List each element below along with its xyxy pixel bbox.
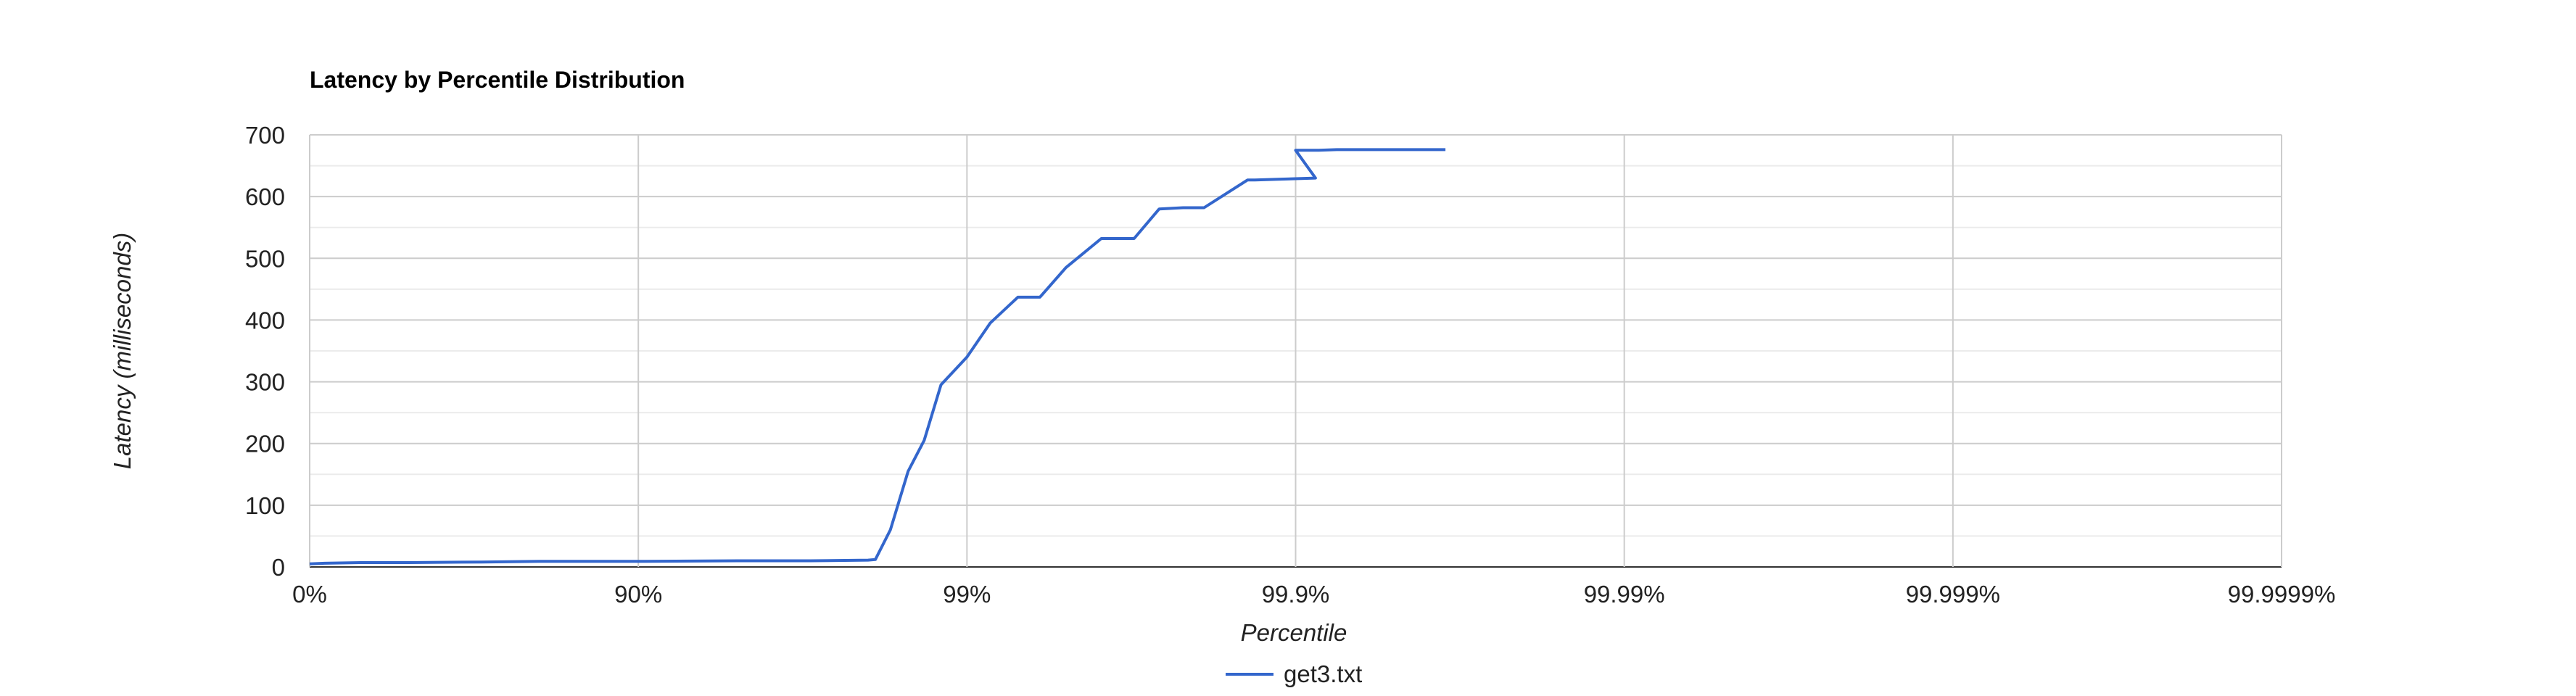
legend-label-get3: get3.txt (1284, 660, 1362, 687)
x-tick-label: 99.9999% (2228, 581, 2336, 608)
x-axis-ticks: 0% 90% 99% 99.9% 99.99% 99.999% 99.9999% (292, 581, 2335, 608)
y-tick-label: 600 (245, 183, 285, 210)
y-tick-label: 500 (245, 245, 285, 272)
y-tick-label: 200 (245, 431, 285, 457)
x-axis-title: Percentile (1241, 619, 1347, 646)
x-tick-label: 99% (943, 581, 991, 608)
series-line-get3-txt[interactable] (309, 148, 1446, 566)
y-tick-label: 400 (245, 307, 285, 334)
legend[interactable]: get3.txt (1226, 660, 1362, 687)
chart-title: Latency by Percentile Distribution (310, 67, 685, 93)
x-tick-label: 99.99% (1584, 581, 1665, 608)
y-tick-label: 0 (272, 554, 285, 581)
x-tick-label: 99.9% (1262, 581, 1330, 608)
y-tick-label: 700 (245, 122, 285, 149)
y-axis-title: Latency (milliseconds) (109, 233, 136, 469)
y-tick-label: 100 (245, 492, 285, 519)
grid (309, 134, 2282, 568)
y-axis-ticks: 0 100 200 300 400 500 600 700 (245, 122, 285, 581)
x-tick-label: 99.999% (1906, 581, 2000, 608)
x-tick-label: 0% (292, 581, 327, 608)
series-layer (309, 148, 1446, 566)
x-tick-label: 90% (614, 581, 662, 608)
y-tick-label: 300 (245, 369, 285, 396)
